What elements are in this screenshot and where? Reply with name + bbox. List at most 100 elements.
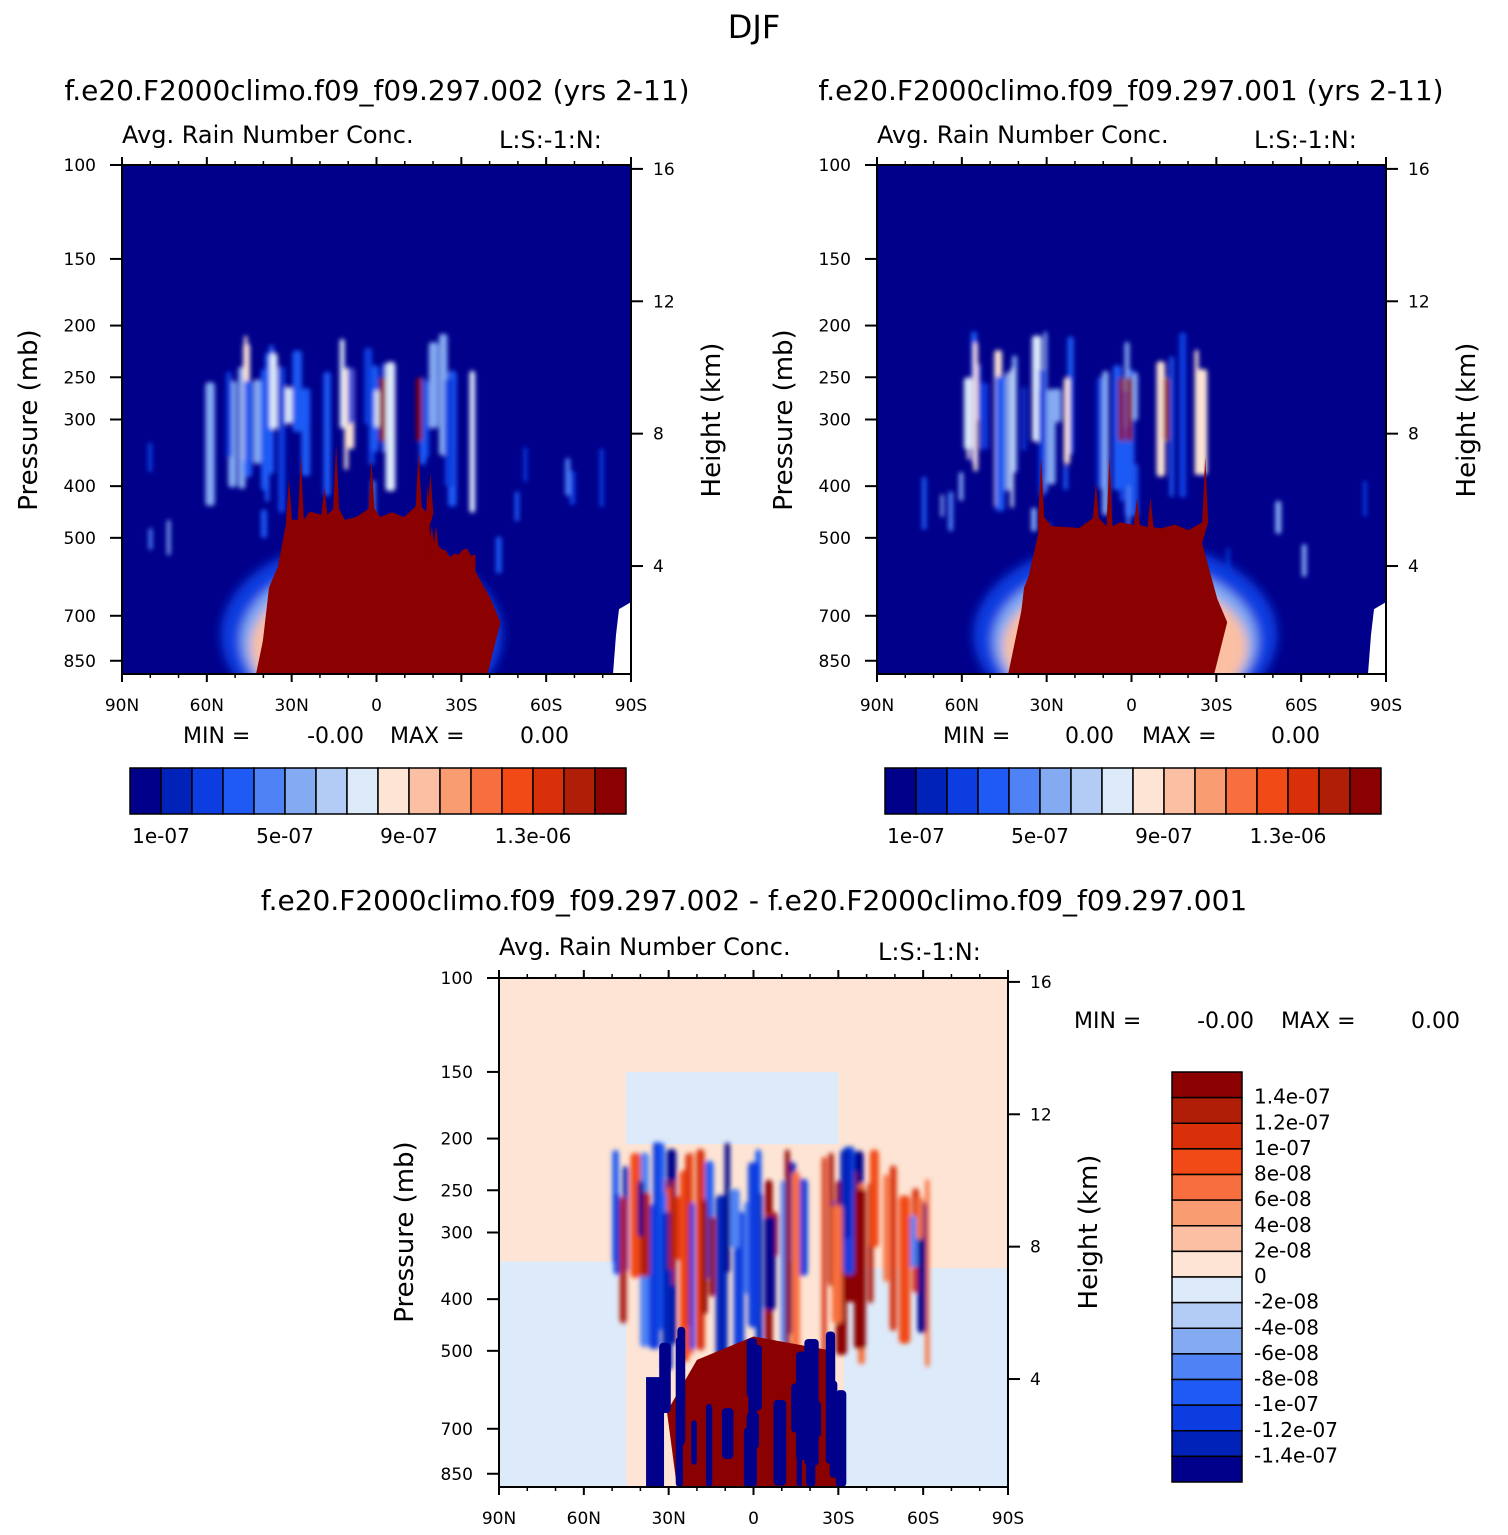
y-tick-label: 200 [441, 1130, 473, 1150]
anomaly-streak [653, 1141, 660, 1293]
y-tick-label: 300 [819, 411, 851, 431]
colorbar-label: 4e-08 [1254, 1213, 1312, 1237]
colorbar-swatch [1171, 1353, 1243, 1381]
anomaly-streak [724, 1142, 730, 1273]
colorbar-swatch [377, 767, 410, 815]
colorbar-label: -6e-08 [1254, 1341, 1319, 1365]
y2-axis-title: Height (km) [1452, 343, 1482, 498]
y-tick-label: 250 [819, 368, 851, 388]
y2-tick-label: 4 [653, 557, 664, 577]
colorbar-swatch [1070, 767, 1103, 815]
colorbar-swatch [253, 767, 286, 815]
cloud-streak [226, 371, 232, 458]
colorbar-swatch [470, 767, 503, 815]
x-tick-label: 30S [1200, 696, 1232, 716]
anomaly-streak [916, 1196, 924, 1240]
cloud-streak [385, 361, 396, 492]
negative-streak [746, 1412, 759, 1449]
y-tick-label: 200 [819, 317, 851, 337]
cloud-streak [1063, 465, 1068, 490]
cloud-streak [253, 379, 261, 464]
cloud-streak [374, 389, 380, 428]
colorbar-swatch [1171, 1148, 1243, 1176]
anomaly-group [612, 1141, 930, 1371]
colorbar-swatch [1101, 767, 1134, 815]
colorbar-swatch [1132, 767, 1165, 815]
cloud-streak [1022, 386, 1026, 452]
cloud-streak [147, 442, 153, 473]
min-value: -0.00 [1197, 1009, 1254, 1034]
level-tag: L:S:-1:N: [878, 938, 981, 966]
cloud-streak [514, 491, 520, 522]
colorbar-swatch [1318, 767, 1351, 815]
y-tick-label: 850 [819, 652, 851, 672]
anomaly-streak [619, 1197, 627, 1324]
colorbar-swatch [284, 767, 317, 815]
negative-streak [691, 1420, 697, 1465]
negative-streak [646, 1377, 665, 1487]
anomaly-streak [785, 1149, 790, 1367]
y-tick-label: 150 [441, 1063, 473, 1083]
cloud-streak [364, 347, 373, 425]
negative-streak [675, 1336, 684, 1448]
colorbar-swatch [977, 767, 1010, 815]
y2-tick-label: 12 [1030, 1105, 1052, 1125]
colorbar-swatch [346, 767, 379, 815]
colorbar-label: 8e-08 [1254, 1162, 1312, 1186]
anomaly-streak [821, 1156, 827, 1360]
x-tick-label: 90N [105, 696, 139, 716]
anomaly-streak [764, 1216, 776, 1311]
cloud-streak [1275, 501, 1282, 534]
y-axis-title: Pressure (mb) [769, 329, 799, 510]
cloud-streak [523, 447, 528, 482]
colorbar-label: 9e-07 [380, 824, 438, 848]
colorbar-swatch [563, 767, 596, 815]
colorbar-label: 1e-07 [887, 824, 945, 848]
max-label: MAX = [390, 724, 465, 749]
cloud-streak [940, 494, 944, 518]
colorbar-swatch [1171, 1173, 1243, 1201]
cloud-streak [1047, 389, 1056, 485]
colorbar-swatch [1171, 1430, 1243, 1458]
cloud-streak [339, 338, 345, 429]
cloud-streak [995, 376, 1005, 512]
colorbar-swatch [1256, 767, 1289, 815]
y2-tick-label: 8 [1030, 1238, 1041, 1258]
cloud-streak [958, 472, 964, 501]
axis-ticks: 90N 60N 30N 0 30S 60S 90S 100 150 200 250 300 400 500… [819, 156, 1430, 716]
x-tick-label: 60S [907, 1509, 939, 1529]
y-tick-label: 150 [64, 250, 96, 270]
cloud-streak [278, 366, 286, 513]
core-region [1014, 568, 1043, 674]
colorbar-swatch [1171, 1455, 1243, 1483]
colorbar-swatch [915, 767, 948, 815]
x-tick-label: 60S [1285, 696, 1317, 716]
y2-tick-label: 16 [1030, 973, 1052, 993]
y-tick-label: 100 [441, 969, 473, 989]
y-tick-label: 200 [64, 317, 96, 337]
anomaly-streak [780, 1180, 787, 1344]
y-tick-label: 400 [441, 1290, 473, 1310]
cloud-streak [261, 368, 270, 491]
cloud-streak [1126, 485, 1131, 537]
anomaly-streak [730, 1188, 740, 1249]
missing-data [613, 602, 631, 674]
cloud-streak [1179, 332, 1187, 498]
cloud-streak [166, 520, 171, 556]
x-tick-label: 90S [1370, 696, 1402, 716]
core-region [1008, 456, 1228, 674]
cloud-streak [323, 371, 331, 497]
level-tag: L:S:-1:N: [1254, 126, 1357, 154]
colorbar-label: 9e-07 [1135, 824, 1193, 848]
case-title-model-002: f.e20.F2000climo.f09_f09.297.002 (yrs 2-… [64, 74, 689, 107]
y-axis-title: Pressure (mb) [14, 329, 44, 510]
colorbar-label: 1.3e-06 [1250, 824, 1327, 848]
min-label: MIN = [943, 724, 1010, 749]
negative-streak [721, 1408, 734, 1459]
colorbar: 1e-07 5e-07 9e-07 1.3e-06 [129, 767, 627, 848]
colorbar-swatch [1349, 767, 1382, 815]
core-region [259, 568, 288, 674]
colorbar-swatch [1171, 1276, 1243, 1304]
colorbar-swatch [532, 767, 565, 815]
cloud-streak [301, 388, 311, 477]
